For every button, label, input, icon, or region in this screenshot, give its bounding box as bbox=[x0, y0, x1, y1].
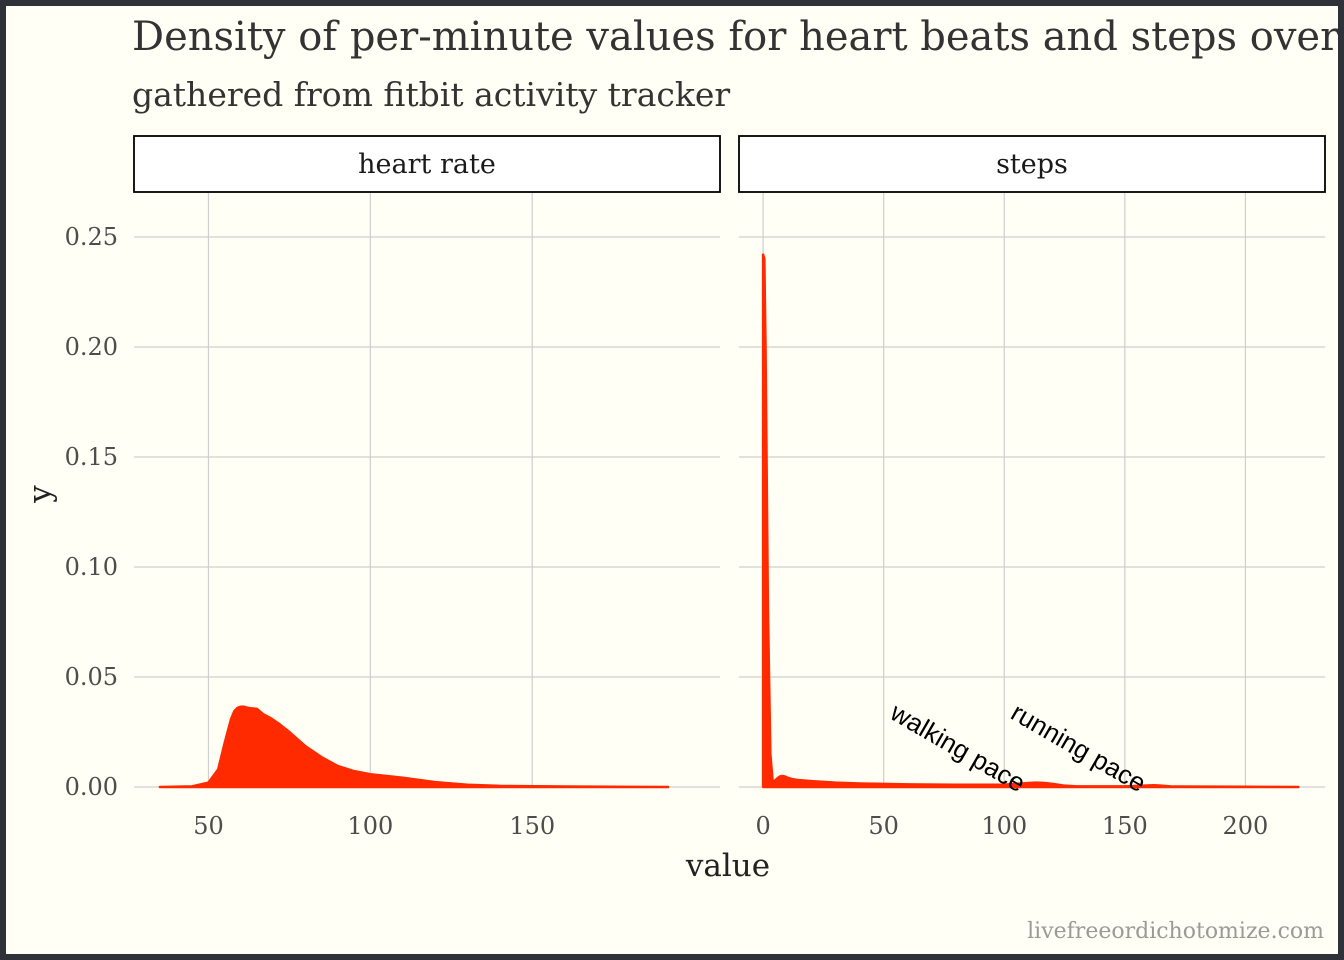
x-tick-label: 200 bbox=[1223, 812, 1269, 840]
x-tick-label: 0 bbox=[755, 812, 770, 840]
chart-subtitle: gathered from fitbit activity tracker bbox=[132, 75, 730, 114]
chart-frame: Density of per-minute values for heart b… bbox=[6, 6, 1338, 954]
facet-strip bbox=[133, 135, 721, 193]
chart-title: Density of per-minute values for heart b… bbox=[132, 14, 1338, 60]
facet-panels: heart rate 50 100 150 steps 0 50 100 150 200 walki… bbox=[133, 135, 1326, 840]
y-tick-label: 0.25 bbox=[65, 223, 118, 251]
caption: livefreeordichotomize.com bbox=[1027, 919, 1324, 944]
density-area bbox=[761, 253, 1300, 789]
y-tick-label: 0.20 bbox=[65, 333, 118, 361]
x-tick-label: 150 bbox=[1102, 812, 1148, 840]
x-tick-label: 100 bbox=[981, 812, 1027, 840]
facet-strip-label: heart rate bbox=[358, 149, 496, 180]
x-tick-label: 50 bbox=[193, 812, 224, 840]
x-axis-title: value bbox=[685, 848, 770, 884]
y-tick-label: 0.05 bbox=[65, 663, 118, 691]
y-tick-label: 0.10 bbox=[65, 553, 118, 581]
y-tick-label: 0.15 bbox=[65, 443, 118, 471]
y-axis: 0.00 0.05 0.10 0.15 0.20 0.25 bbox=[65, 223, 118, 801]
y-axis-title: y bbox=[22, 485, 58, 504]
x-tick-label: 150 bbox=[509, 812, 555, 840]
facet-panel-0: heart rate 50 100 150 bbox=[133, 135, 721, 840]
annotation-label: walking pace bbox=[885, 696, 1031, 798]
facet-strip-label: steps bbox=[996, 149, 1068, 180]
x-tick-label: 100 bbox=[347, 812, 393, 840]
x-tick-label: 50 bbox=[868, 812, 899, 840]
density-chart: Density of per-minute values for heart b… bbox=[22, 14, 1338, 944]
y-tick-label: 0.00 bbox=[65, 773, 118, 801]
facet-strip bbox=[738, 135, 1326, 193]
density-area bbox=[158, 705, 670, 789]
